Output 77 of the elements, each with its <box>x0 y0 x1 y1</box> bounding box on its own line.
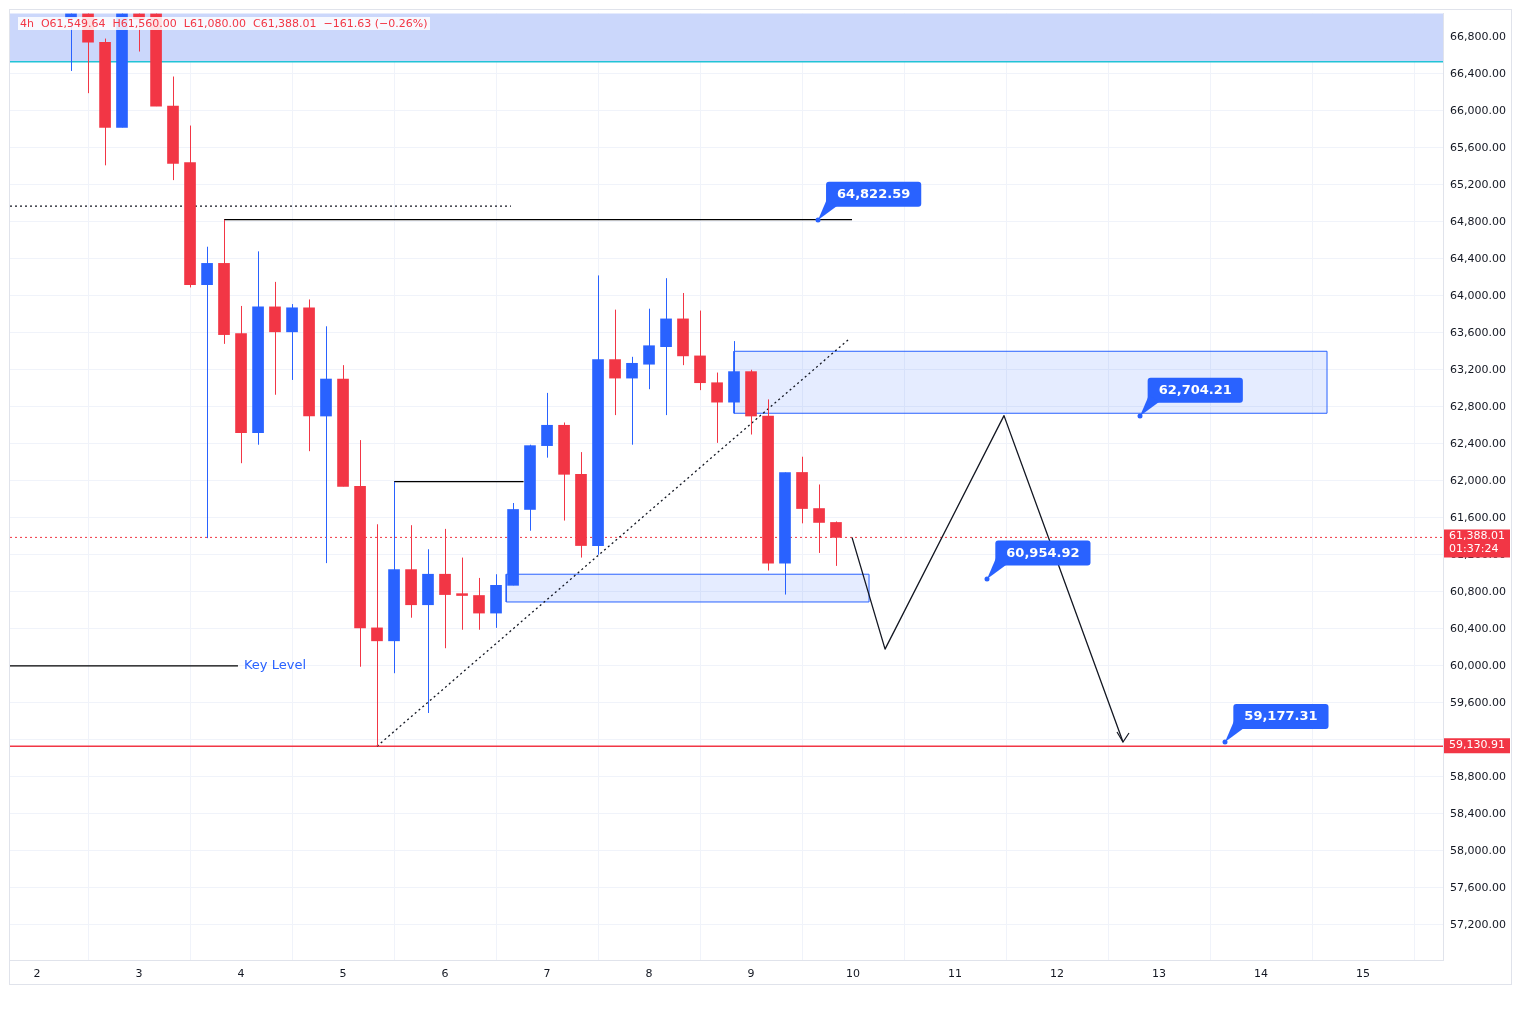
y-tick-label: 64,400.00 <box>1450 251 1506 265</box>
ref-line-label: 59,130.91 <box>1449 738 1505 752</box>
ref-line-label: 61,388.01 01:37:24 <box>1449 529 1505 556</box>
candlestick <box>609 309 621 416</box>
y-tick-label: 60,000.00 <box>1450 658 1506 672</box>
candlestick <box>711 372 723 444</box>
candlestick <box>745 369 757 436</box>
candlestick <box>320 325 332 564</box>
y-tick-label: 57,200.00 <box>1450 917 1506 931</box>
y-tick-label: 60,400.00 <box>1450 621 1506 635</box>
y-tick-label: 66,800.00 <box>1450 29 1506 43</box>
x-tick-label: 13 <box>1152 967 1167 981</box>
x-tick-label: 15 <box>1356 967 1371 981</box>
y-tick-label: 60,800.00 <box>1450 584 1506 598</box>
x-tick-label: 6 <box>441 967 449 981</box>
candlestick <box>626 356 638 446</box>
candlestick <box>796 456 808 524</box>
y-tick-label: 65,200.00 <box>1450 177 1506 191</box>
annotation: 62,704.21 <box>1158 382 1232 398</box>
y-tick-label: 63,600.00 <box>1450 325 1506 339</box>
x-tick-label: 4 <box>237 967 245 981</box>
candlestick <box>473 577 485 631</box>
candlestick <box>388 481 400 674</box>
chart-title: 4h O61,549.64 H61,560.00 L61,080.00 C61,388.01 −161.63 (−0.26%) <box>18 17 430 30</box>
x-tick-label: 3 <box>135 967 143 981</box>
y-tick-label: 59,600.00 <box>1450 695 1506 709</box>
y-tick-label: 64,800.00 <box>1450 214 1506 228</box>
y-tick-label: 61,600.00 <box>1450 510 1506 524</box>
y-tick-label: 62,800.00 <box>1450 399 1506 413</box>
candlestick <box>694 310 706 391</box>
y-tick-label: 62,000.00 <box>1450 473 1506 487</box>
candlestick <box>184 125 196 288</box>
x-tick-label: 5 <box>339 967 347 981</box>
candlestick <box>235 305 247 464</box>
candlestick <box>558 422 570 522</box>
candlestick <box>575 451 587 559</box>
y-tick-label: 58,400.00 <box>1450 806 1506 820</box>
y-tick-label: 62,400.00 <box>1450 436 1506 450</box>
x-tick-label: 10 <box>846 967 861 981</box>
y-tick-label: 58,000.00 <box>1450 843 1506 857</box>
y-tick-label: 65,600.00 <box>1450 140 1506 154</box>
candlestick <box>592 274 604 556</box>
x-tick-label: 8 <box>645 967 653 981</box>
candlestick <box>201 246 213 539</box>
candlestick <box>643 308 655 390</box>
candlestick <box>99 38 111 166</box>
candlestick <box>830 520 842 567</box>
x-tick-label: 11 <box>948 967 963 981</box>
candlestick <box>286 303 298 381</box>
candlestick <box>677 292 689 366</box>
candlestick <box>524 444 536 532</box>
candlestick <box>269 281 281 396</box>
x-tick-label: 2 <box>33 967 41 981</box>
candlestick <box>456 557 468 631</box>
candlestick <box>541 392 553 459</box>
x-tick-label: 7 <box>543 967 551 981</box>
annotation: 60,954.92 <box>1006 544 1080 560</box>
candlestick <box>660 277 672 416</box>
candlestick <box>490 573 502 629</box>
annotation: 59,177.31 <box>1244 708 1318 724</box>
y-tick-label: 63,200.00 <box>1450 362 1506 376</box>
candlestick <box>252 250 264 446</box>
candlestick <box>167 76 179 181</box>
y-tick-label: 57,600.00 <box>1450 880 1506 894</box>
y-tick-label: 66,000.00 <box>1450 103 1506 117</box>
x-tick-label: 14 <box>1254 967 1269 981</box>
x-tick-label: 9 <box>747 967 755 981</box>
y-tick-label: 64,000.00 <box>1450 288 1506 302</box>
series-label: Key Level <box>243 657 306 673</box>
y-tick-label: 58,800.00 <box>1450 769 1506 783</box>
annotation: 64,822.59 <box>837 186 911 202</box>
candlestick <box>303 298 315 452</box>
candlestick <box>337 364 349 487</box>
y-tick-label: 66,400.00 <box>1450 66 1506 80</box>
candlestick <box>218 219 230 345</box>
x-tick-label: 12 <box>1050 967 1065 981</box>
candlestick <box>422 548 434 714</box>
